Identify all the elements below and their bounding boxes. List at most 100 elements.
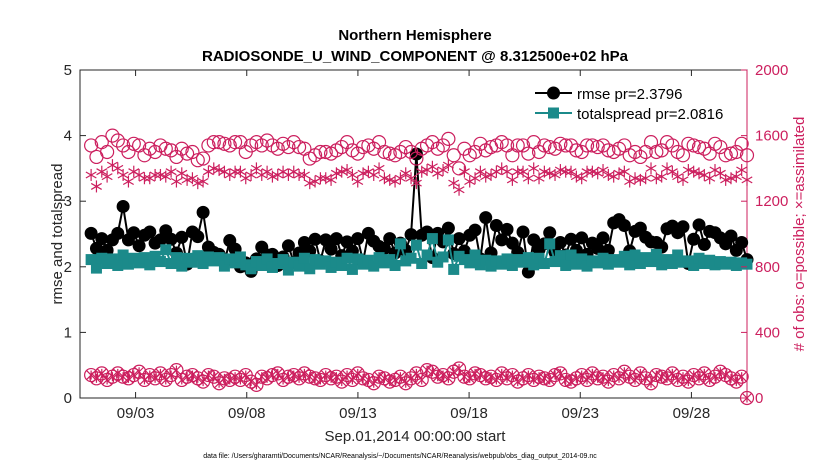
unassimilated-obs-point (291, 371, 307, 386)
assimilated-obs-point (506, 173, 518, 186)
assimilated-obs-point (229, 165, 241, 178)
assimilated-obs-point (165, 165, 177, 178)
totalspread-point (277, 254, 289, 266)
x-tick-label: 09/23 (561, 405, 599, 422)
assimilated-obs-point (538, 165, 550, 178)
possible-obs-point (291, 139, 307, 155)
rmse-point (575, 231, 589, 245)
totalspread-point (549, 256, 561, 268)
totalspread-point (645, 256, 657, 268)
assimilated-obs-point (384, 173, 396, 186)
assimilated-obs-point (570, 170, 582, 183)
x-tick-label: 09/18 (450, 405, 488, 422)
assimilated-obs-point (640, 172, 652, 185)
totalspread-point (480, 254, 492, 266)
possible-obs-point (633, 149, 648, 165)
assimilated-obs-point (186, 172, 198, 185)
rmse-point (617, 218, 631, 232)
totalspread-point (650, 248, 662, 260)
possible-obs-point (467, 144, 483, 160)
assimilated-obs-point (725, 172, 737, 185)
possible-obs-point (441, 131, 456, 146)
possible-obs-point (723, 146, 739, 161)
totalspread-point (213, 252, 225, 264)
rmse-point (84, 226, 98, 240)
totalspread-point (165, 258, 177, 270)
totalspread-point (186, 256, 198, 268)
assimilated-obs-point (330, 167, 342, 180)
assimilated-obs-point (266, 170, 278, 183)
assimilated-obs-point (293, 168, 305, 181)
unassimilated-obs-point (558, 372, 573, 388)
totalspread-point (384, 254, 396, 266)
unassimilated-obs-point (345, 372, 360, 388)
assimilated-obs-point (618, 165, 630, 178)
possible-obs-point (158, 141, 173, 156)
possible-obs-point (542, 139, 557, 155)
possible-obs-point (627, 144, 643, 160)
totalspread-point (218, 260, 230, 272)
possible-obs-point (169, 149, 184, 165)
totalspread-point (506, 259, 518, 271)
totalspread-point (261, 253, 273, 265)
rmse-point (191, 230, 205, 244)
possible-obs-point (126, 136, 141, 151)
rmse-point (143, 225, 157, 239)
totalspread-point (320, 255, 332, 267)
possible-obs-point (547, 141, 563, 156)
legend-totalspread-marker (548, 107, 559, 119)
assimilated-obs-point (453, 183, 465, 196)
assimilated-obs-point (314, 172, 326, 185)
assimilated-obs-point (522, 172, 534, 185)
totalspread-point (346, 263, 358, 275)
unassimilated-obs-point (425, 364, 440, 379)
totalspread-point (106, 253, 118, 265)
totalspread-point (170, 252, 182, 264)
rmse-point (543, 226, 557, 240)
possible-obs-point (190, 153, 205, 168)
totalspread-point (405, 252, 417, 264)
unassimilated-obs-point (249, 377, 264, 392)
possible-obs-point (398, 139, 413, 155)
possible-obs-point (675, 148, 691, 163)
assimilated-obs-point (197, 175, 209, 188)
totalspread-point (618, 250, 630, 262)
y-tick-left-label: 2 (64, 259, 72, 276)
y-axis-label-left: rmse and totalspread (49, 164, 66, 305)
y-tick-left-label: 4 (64, 128, 72, 145)
possible-obs-point (286, 135, 301, 150)
assimilated-obs-point (682, 164, 694, 177)
assimilated-obs-point (597, 164, 609, 177)
y-tick-right-label: 800 (755, 259, 780, 276)
assimilated-obs-point (170, 175, 182, 188)
assimilated-obs-point (373, 162, 385, 175)
totalspread-point (597, 252, 609, 264)
possible-obs-point (84, 138, 99, 153)
totalspread-point (544, 238, 556, 250)
totalspread-point (144, 259, 156, 271)
totalspread-point (154, 256, 166, 268)
rmse-point (127, 226, 141, 240)
totalspread-point (293, 260, 305, 272)
possible-obs-point (339, 135, 355, 150)
possible-obs-point (734, 136, 749, 151)
unassimilated-obs-point (313, 372, 328, 388)
totalspread-point (197, 258, 209, 270)
totalspread-point (565, 249, 577, 261)
rmse-point (676, 220, 690, 234)
totalspread-point (160, 244, 172, 256)
possible-obs-point (537, 138, 552, 153)
rmse-point (500, 222, 514, 236)
assimilated-obs-point (474, 165, 486, 178)
assimilated-obs-point (704, 172, 716, 185)
totalspread-point (256, 259, 268, 271)
rmse-point (735, 236, 749, 250)
assimilated-obs-point (261, 165, 273, 178)
totalspread-point (554, 250, 566, 262)
possible-obs-point (590, 139, 605, 155)
totalspread-point (138, 252, 150, 264)
totalspread-point (522, 252, 534, 264)
unassimilated-obs-point (494, 366, 509, 381)
totalspread-point (298, 252, 310, 264)
assimilated-obs-point (736, 164, 748, 177)
